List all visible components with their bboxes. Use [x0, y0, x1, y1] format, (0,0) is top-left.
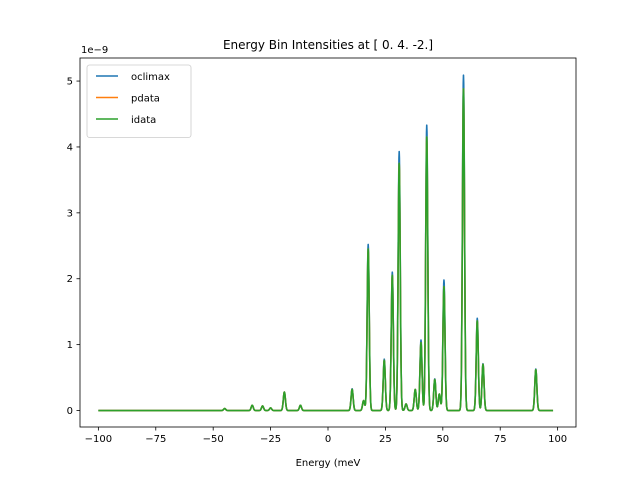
x-axis-title: Energy (meV: [296, 458, 361, 469]
series-lines: [97, 74, 554, 412]
y-tick-label: 5: [67, 77, 73, 88]
x-tick-label: 100: [548, 434, 567, 445]
x-tick-label: 50: [436, 434, 449, 445]
y-axis-ticks: 0 1 2 3 4 5: [67, 77, 80, 417]
legend-label-idata: idata: [131, 115, 156, 126]
legend-label-oclimax: oclimax: [131, 72, 170, 83]
y-tick-label: 0: [67, 406, 73, 417]
chart-title: Energy Bin Intensities at [ 0. 4. -2.]: [223, 38, 433, 52]
x-tick-label: −25: [260, 434, 281, 445]
y-tick-label: 3: [67, 208, 73, 219]
legend: oclimax pdata idata: [86, 64, 192, 138]
x-tick-label: 0: [325, 434, 331, 445]
y-tick-label: 1: [67, 340, 73, 351]
x-tick-label: −100: [85, 434, 112, 445]
x-tick-label: 75: [494, 434, 507, 445]
x-tick-label: 25: [379, 434, 392, 445]
y-tick-label: 2: [67, 274, 73, 285]
legend-label-pdata: pdata: [131, 94, 160, 105]
y-tick-label: 4: [67, 142, 73, 153]
x-tick-label: −50: [203, 434, 224, 445]
plot-frame: [79, 57, 577, 428]
series-line-idata: [97, 88, 554, 412]
x-tick-label: −75: [145, 434, 166, 445]
y-scale-label: 1e−9: [81, 45, 108, 56]
x-axis-ticks: −100 −75 −50 −25 0 25 50 75 100: [85, 427, 567, 445]
